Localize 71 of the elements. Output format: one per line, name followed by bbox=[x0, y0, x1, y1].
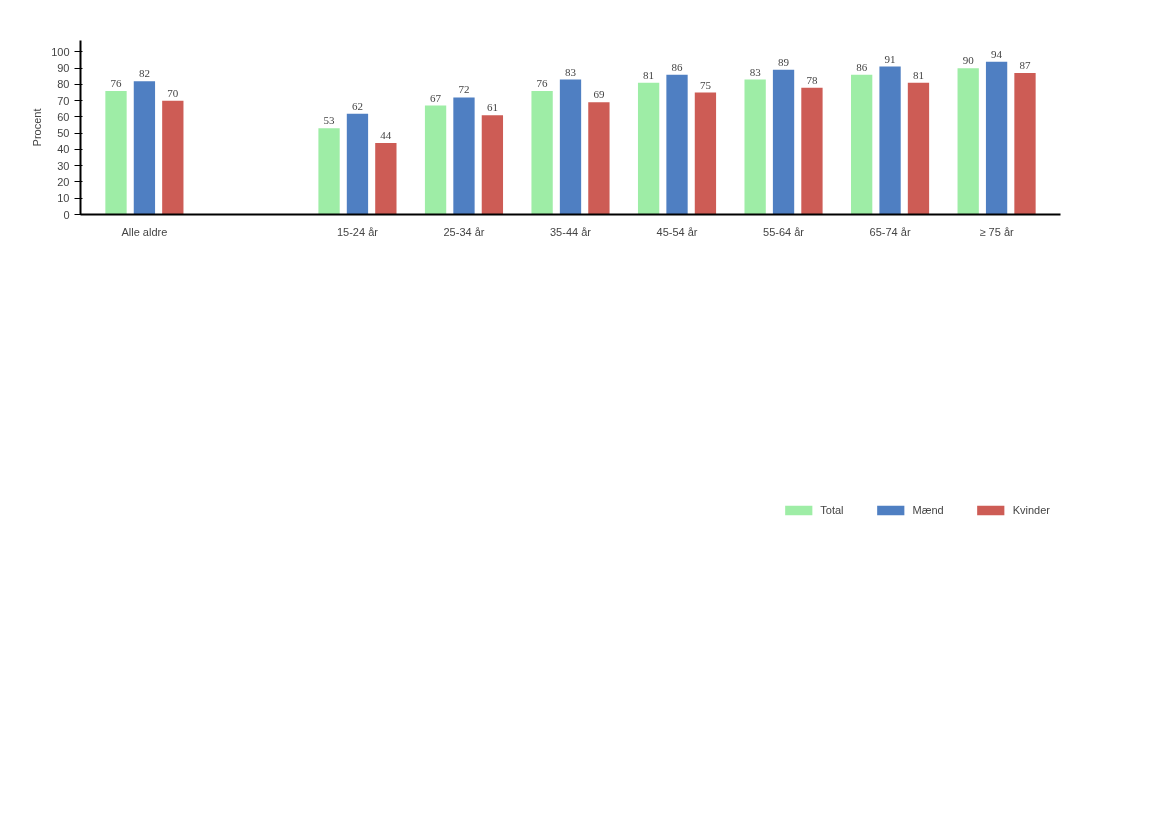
data-label: 75 bbox=[699, 78, 712, 91]
data-label: 90 bbox=[962, 54, 975, 67]
data-label: 81 bbox=[912, 68, 924, 81]
y-tick-label: 40 bbox=[57, 143, 70, 156]
bar bbox=[637, 82, 660, 215]
data-label: 72 bbox=[458, 83, 470, 96]
x-tick-label: ≥ 75 år bbox=[979, 225, 1015, 238]
bar bbox=[666, 74, 688, 215]
data-label: 76 bbox=[110, 76, 123, 89]
bar bbox=[744, 79, 766, 215]
data-label: 53 bbox=[323, 114, 336, 127]
x-tick-label: 55-64 år bbox=[763, 225, 805, 238]
y-tick-label: 0 bbox=[63, 208, 70, 221]
y-tick-label: 60 bbox=[57, 110, 70, 123]
y-tick-label: 20 bbox=[57, 175, 70, 188]
data-label: 87 bbox=[1019, 59, 1031, 72]
data-label: 69 bbox=[593, 88, 605, 101]
data-label: 81 bbox=[643, 68, 655, 81]
bar bbox=[318, 128, 340, 215]
bar bbox=[694, 92, 717, 215]
data-label: 82 bbox=[138, 67, 150, 80]
legend-label: Mænd bbox=[912, 504, 944, 516]
x-tick-label: 35-44 år bbox=[550, 225, 592, 238]
legend-label: Total bbox=[820, 504, 844, 516]
data-label: 76 bbox=[536, 76, 549, 89]
y-tick-label: 70 bbox=[57, 94, 70, 107]
y-tick-label: 90 bbox=[57, 62, 70, 75]
data-label: 89 bbox=[778, 55, 790, 68]
bar bbox=[346, 113, 369, 215]
bar bbox=[105, 90, 127, 215]
data-label: 44 bbox=[380, 128, 392, 141]
data-label: 61 bbox=[486, 101, 498, 114]
x-tick-label: 15-24 år bbox=[336, 225, 379, 238]
y-tick-label: 10 bbox=[57, 192, 70, 205]
x-tick-label: 65-74 år bbox=[869, 225, 911, 238]
data-label: 70 bbox=[167, 86, 179, 99]
bar bbox=[559, 79, 582, 215]
bar bbox=[588, 102, 610, 215]
bar bbox=[957, 68, 979, 215]
data-label: 78 bbox=[806, 73, 818, 86]
data-label: 94 bbox=[991, 47, 1003, 60]
x-tick-label: 45-54 år bbox=[656, 225, 698, 238]
bar bbox=[424, 105, 447, 215]
bar bbox=[531, 90, 553, 215]
data-label: 86 bbox=[856, 60, 868, 73]
bar bbox=[907, 82, 930, 215]
x-tick-label: Alle aldre bbox=[121, 225, 168, 238]
bar bbox=[453, 97, 475, 215]
bar bbox=[375, 142, 397, 215]
x-tick-label: 25-34 år bbox=[443, 225, 485, 238]
data-label: 91 bbox=[884, 52, 896, 65]
bar bbox=[772, 69, 795, 215]
bar bbox=[481, 115, 504, 215]
bar bbox=[133, 81, 156, 215]
y-axis-title: Procent bbox=[31, 108, 44, 147]
bar bbox=[1014, 73, 1036, 215]
data-label: 86 bbox=[671, 60, 684, 73]
y-tick-label: 100 bbox=[51, 45, 70, 58]
y-tick-label: 30 bbox=[57, 159, 70, 172]
bar bbox=[162, 100, 184, 215]
legend-label: Kvinder bbox=[1012, 504, 1050, 516]
bar bbox=[985, 61, 1008, 215]
data-label: 83 bbox=[565, 65, 577, 78]
data-label: 62 bbox=[351, 99, 363, 112]
data-label: 83 bbox=[749, 65, 762, 78]
y-tick-label: 80 bbox=[57, 78, 70, 91]
data-label: 67 bbox=[430, 91, 442, 104]
y-tick-label: 50 bbox=[57, 127, 70, 140]
bar bbox=[879, 66, 901, 215]
bar bbox=[801, 87, 823, 215]
bar bbox=[851, 74, 873, 215]
